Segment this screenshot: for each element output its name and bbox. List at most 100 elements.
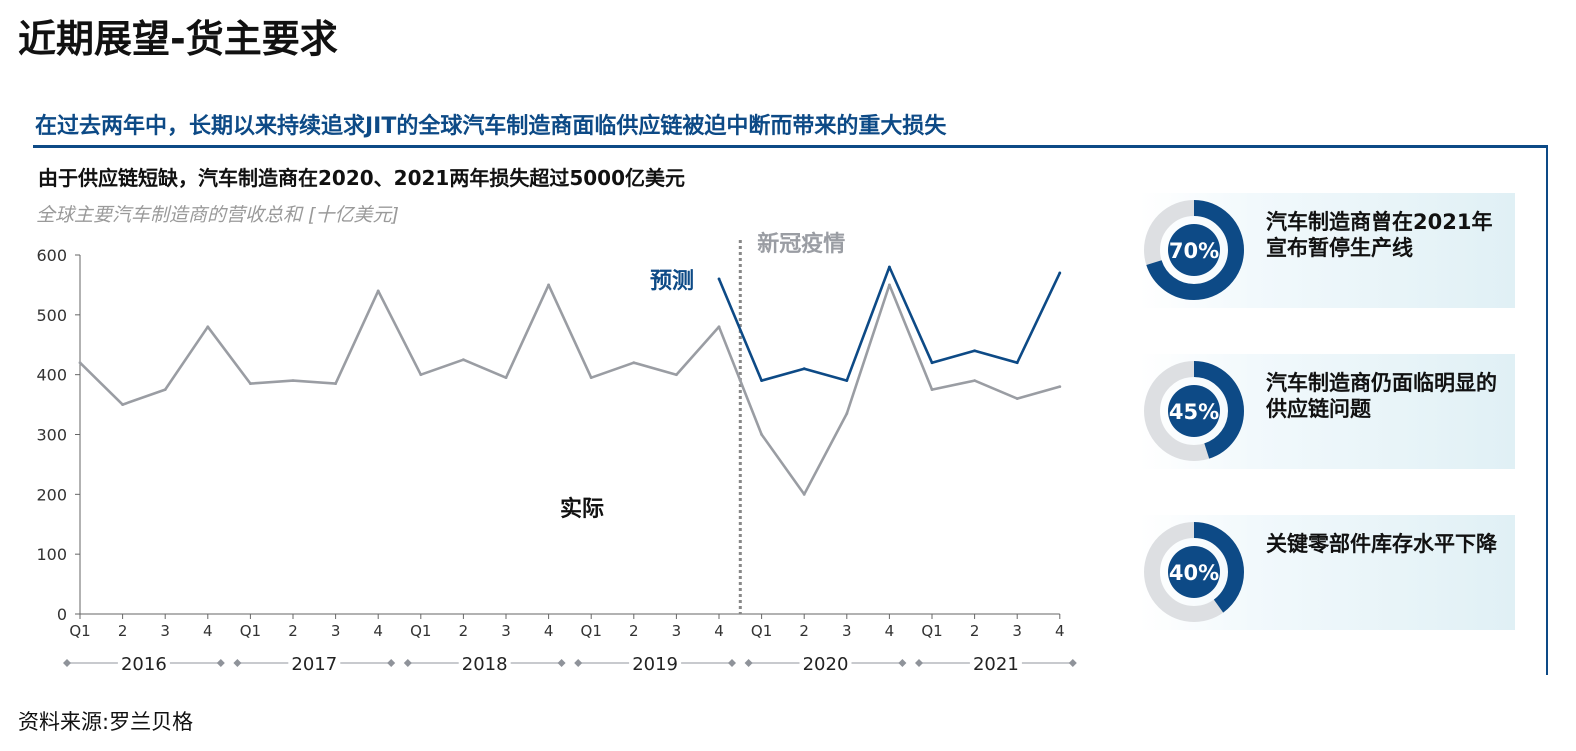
actual-point [888, 283, 891, 287]
forecast-point [760, 379, 763, 383]
forecast-point [1058, 271, 1062, 275]
actual-point [930, 388, 934, 392]
x-tick-label: Q1 [410, 622, 431, 640]
actual-point [121, 403, 124, 406]
ring-percent-label: 40% [1169, 561, 1219, 585]
actual-point [632, 361, 636, 365]
year-label: 2017 [291, 654, 337, 675]
y-tick-label: 0 [57, 605, 67, 624]
y-tick-label: 300 [36, 426, 67, 445]
year-bracket-diamond [898, 659, 907, 667]
year-bracket-diamond [574, 659, 583, 667]
ring-percent-label: 45% [1169, 400, 1219, 424]
year-label-bg [629, 652, 682, 674]
actual-point [419, 373, 423, 377]
ring-center [1168, 224, 1220, 276]
actual-point [675, 373, 678, 377]
content-frame [33, 145, 1548, 675]
y-tick-label: 100 [36, 545, 67, 564]
year-label: 2021 [973, 654, 1019, 675]
forecast-annotation: 预测 [650, 269, 694, 294]
x-tick-label: 3 [331, 622, 341, 640]
x-tick-label: 3 [1012, 622, 1022, 640]
x-tick-label: 4 [885, 622, 895, 640]
year-bracket-diamond [403, 659, 412, 667]
x-tick-label: Q1 [751, 622, 772, 640]
x-tick-label: 2 [459, 622, 469, 640]
actual-point [334, 382, 337, 386]
year-label-bg [969, 652, 1022, 674]
y-tick-label: 600 [36, 246, 67, 265]
year-bracket-diamond [1068, 659, 1077, 667]
x-tick-label: 2 [629, 622, 639, 640]
x-tick-label: Q1 [921, 622, 942, 640]
x-tick-label: 3 [842, 622, 852, 640]
section-header: 在过去两年中，长期以来持续追求JIT的全球汽车制造商面临供应链被迫中断而带来的重… [35, 114, 947, 139]
stat-text: 汽车制造商曾在2021年宣布暂停生产线 [1266, 210, 1493, 260]
ring-progress [1144, 200, 1244, 300]
stat-ring-inventory-drop: 40% [1144, 522, 1244, 622]
actual-point [462, 358, 465, 362]
revenue-line-chart: 0 100 200 300 400 500 600 Q1 2 3 4 Q1 2 3 4 Q1 2 3 4 Q1 2 3 4 Q… [36, 231, 1077, 675]
year-bracket-diamond [744, 659, 753, 667]
y-tick-label: 400 [36, 366, 67, 385]
ring-percent-label: 70% [1169, 239, 1219, 263]
y-tick-label: 200 [36, 485, 67, 504]
stat-card-supply-issues: 45% 汽车制造商仍面临明显的供应链问题 [1140, 354, 1515, 469]
stat-text: 关键零部件库存水平下降 [1266, 532, 1497, 556]
stat-text: 汽车制造商仍面临明显的供应链问题 [1266, 371, 1497, 421]
x-tick-label: Q1 [581, 622, 602, 640]
forecast-point [717, 277, 721, 281]
x-tick-label: 2 [118, 622, 128, 640]
forecast-point [845, 379, 849, 383]
x-tick-label: 2 [799, 622, 809, 640]
x-tick-label: 3 [160, 622, 170, 640]
stat-ring-production-halt: 70% [1144, 200, 1244, 300]
year-bracket-diamond [728, 659, 736, 667]
stat-card-production-halt: 70% 汽车制造商曾在2021年宣布暂停生产线 [1140, 193, 1515, 308]
actual-point [1015, 397, 1019, 400]
actual-point [78, 361, 82, 365]
ring-progress [1144, 522, 1244, 622]
actual-annotation: 实际 [560, 496, 604, 522]
stat-card-inventory-drop: 40% 关键零部件库存水平下降 [1140, 515, 1515, 630]
source-note: 资料来源:罗兰贝格 [18, 710, 194, 734]
covid-annotation: 新冠疫情 [757, 231, 845, 257]
x-tick-label: 4 [714, 622, 724, 640]
actual-point [163, 388, 167, 392]
x-tick-label: 4 [1055, 622, 1065, 640]
year-label: 2020 [803, 654, 849, 675]
year-label-bg [799, 652, 852, 674]
year-label: 2016 [121, 654, 167, 675]
forecast-point [802, 367, 806, 371]
actual-point [291, 379, 295, 383]
x-tick-label: 3 [501, 622, 511, 640]
year-label: 2018 [462, 654, 508, 675]
forecast-point [888, 265, 891, 269]
year-bracket-diamond [557, 659, 566, 667]
actual-point [547, 283, 550, 287]
x-tick-label: Q1 [240, 622, 261, 640]
actual-point [845, 412, 849, 415]
actual-point [760, 433, 763, 436]
x-tick-label: 4 [373, 622, 383, 640]
actual-point [717, 325, 721, 329]
chart-heading: 由于供应链短缺，汽车制造商在2020、2021两年损失超过5000亿美元 [38, 166, 685, 190]
x-tick-label: 4 [203, 622, 213, 640]
year-bracket-diamond [233, 659, 242, 667]
actual-series-line [79, 283, 1061, 496]
ring-progress [1144, 361, 1244, 461]
actual-point [504, 376, 508, 380]
year-bracket-diamond [915, 659, 923, 667]
actual-point [802, 492, 806, 496]
actual-point [973, 379, 976, 383]
forecast-point [1015, 361, 1019, 365]
chart-subtitle: 全球主要汽车制造商的营收总和 [十亿美元] [36, 204, 399, 226]
actual-point [249, 382, 252, 386]
year-bracket-diamond [387, 659, 396, 667]
stat-ring-supply-issues: 45% [1144, 361, 1244, 461]
x-tick-label: 2 [970, 622, 980, 640]
x-tick-label: 2 [288, 622, 298, 640]
year-label-bg [288, 652, 341, 674]
year-label-bg [458, 652, 511, 674]
